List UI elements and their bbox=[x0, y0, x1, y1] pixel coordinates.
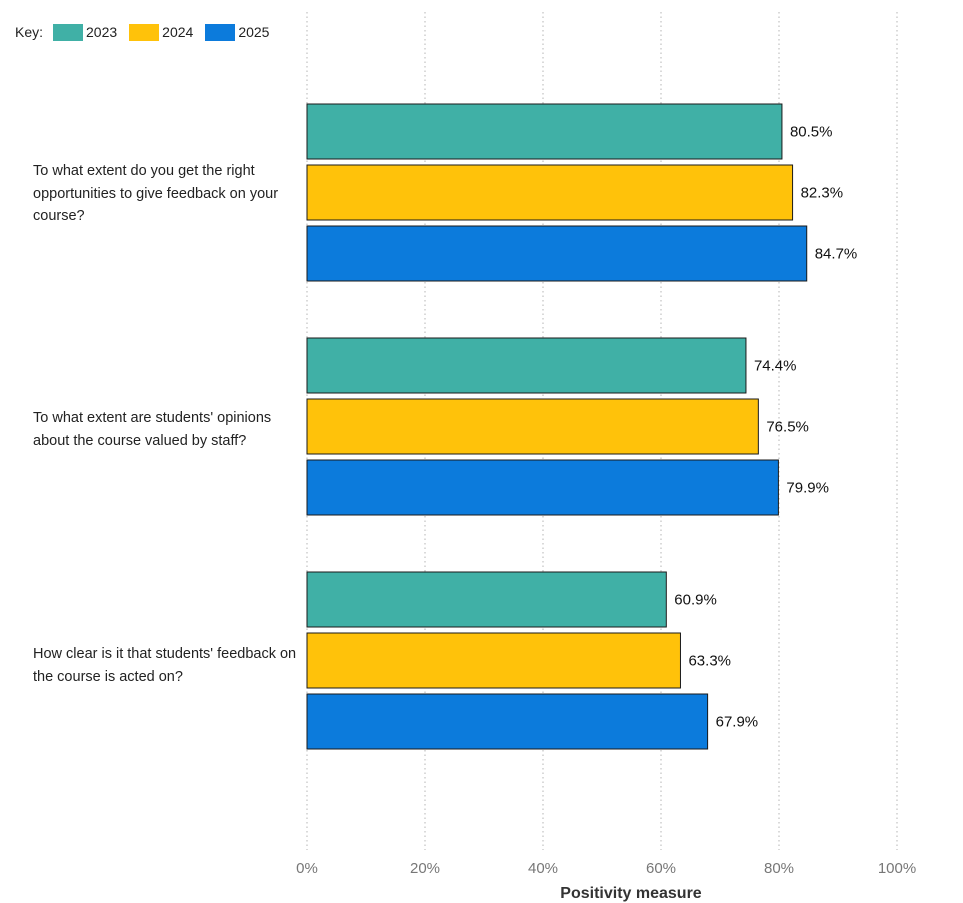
x-tick-label-0: 0% bbox=[296, 860, 318, 877]
legend-swatch-2024 bbox=[129, 23, 160, 41]
legend-item-2023: 2023 bbox=[53, 23, 118, 41]
data-label-q3-2023: 60.9% bbox=[674, 592, 717, 609]
x-tick-label-100: 100% bbox=[878, 860, 916, 877]
legend-item-2025: 2025 bbox=[205, 23, 270, 41]
legend-label-2024: 2024 bbox=[162, 24, 194, 40]
data-label-q2-2024: 76.5% bbox=[766, 419, 809, 436]
category-label-2: To what extent are students' opinions ab… bbox=[33, 410, 272, 449]
x-tick-label-80: 80% bbox=[764, 860, 794, 877]
data-label-q1-2024: 82.3% bbox=[801, 185, 844, 202]
bar-q2-2025 bbox=[306, 459, 779, 516]
bar-q3-2024 bbox=[306, 632, 681, 689]
x-axis-title: Positivity measure bbox=[560, 885, 702, 902]
data-label-q2-2023: 74.4% bbox=[754, 358, 797, 375]
data-label-q1-2025: 84.7% bbox=[815, 246, 858, 263]
legend-label-2023: 2023 bbox=[86, 24, 118, 40]
legend-item-2024: 2024 bbox=[129, 23, 194, 41]
x-tick-label-40: 40% bbox=[528, 860, 558, 877]
legend: Key: 2023 2024 2025 bbox=[15, 22, 281, 42]
legend-label-2025: 2025 bbox=[238, 24, 270, 40]
bar-q2-2023 bbox=[306, 337, 747, 394]
x-tick-label-20: 20% bbox=[410, 860, 440, 877]
bar-q1-2025 bbox=[306, 225, 808, 282]
legend-swatch-2025 bbox=[205, 23, 236, 41]
legend-swatch-2023 bbox=[53, 23, 84, 41]
bar-q3-2023 bbox=[306, 571, 667, 628]
bar-q1-2024 bbox=[306, 164, 794, 221]
category-label-3: How clear is it that students' feedback … bbox=[33, 646, 297, 685]
data-label-q1-2023: 80.5% bbox=[790, 124, 833, 141]
bar-q1-2023 bbox=[306, 103, 783, 160]
x-tick-label-60: 60% bbox=[646, 860, 676, 877]
category-label-1: To what extent do you get the right oppo… bbox=[33, 163, 279, 224]
legend-key-label: Key: bbox=[15, 24, 44, 40]
data-label-q2-2025: 79.9% bbox=[786, 480, 829, 497]
bar-q3-2025 bbox=[306, 693, 709, 750]
bar-q2-2024 bbox=[306, 398, 759, 455]
data-label-q3-2024: 63.3% bbox=[688, 653, 731, 670]
data-label-q3-2025: 67.9% bbox=[716, 714, 759, 731]
